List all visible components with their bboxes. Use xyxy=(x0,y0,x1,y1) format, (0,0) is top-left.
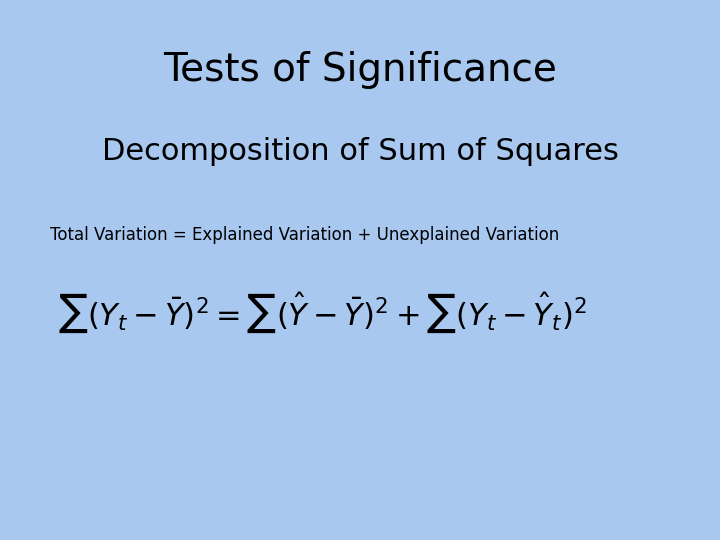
Text: Total Variation = Explained Variation + Unexplained Variation: Total Variation = Explained Variation + … xyxy=(50,226,559,244)
Text: $\sum(Y_t - \bar{Y})^2 = \sum(\hat{Y} - \bar{Y})^2 + \sum(Y_t - \hat{Y}_t)^2$: $\sum(Y_t - \bar{Y})^2 = \sum(\hat{Y} - … xyxy=(58,291,586,335)
Text: Decomposition of Sum of Squares: Decomposition of Sum of Squares xyxy=(102,137,618,166)
Text: Tests of Significance: Tests of Significance xyxy=(163,51,557,89)
